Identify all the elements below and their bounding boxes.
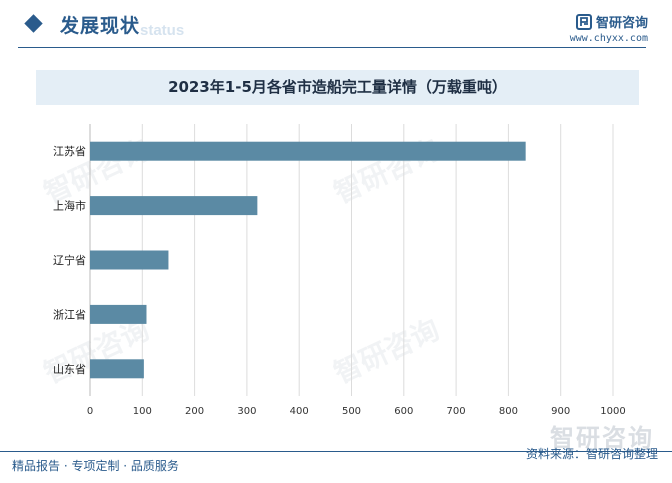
header-divider	[18, 47, 646, 48]
bar	[90, 359, 144, 379]
footer-slogan: 精品报告 · 专项定制 · 品质服务	[12, 459, 179, 473]
watermark-logo: 智研咨询	[550, 424, 654, 452]
footer-divider	[0, 451, 672, 452]
section-subtitle: status	[140, 22, 185, 39]
brand-logo-icon	[575, 13, 592, 30]
chart-title: 2023年1-5月各省市造船完工量详情（万载重吨）	[36, 70, 639, 105]
y-tick-label: 江苏省	[53, 145, 86, 158]
y-tick-label: 山东省	[53, 363, 86, 376]
bar	[90, 250, 169, 270]
x-tick-label: 300	[237, 406, 256, 417]
x-tick-label: 400	[290, 406, 309, 417]
brand-url[interactable]: www.chyxx.com	[569, 33, 648, 44]
brand[interactable]: 智研咨询 www.chyxx.com	[570, 12, 648, 44]
diamond-icon	[24, 14, 43, 33]
y-tick-label: 上海市	[53, 199, 86, 213]
bar-chart: 0 100 200 300 400 500 600 700 800 900 1000 江苏省上海市辽宁…	[53, 124, 626, 417]
x-tick-label: 500	[342, 406, 361, 417]
bar	[90, 141, 526, 161]
x-tick-label: 700	[447, 406, 466, 417]
x-tick-label: 600	[394, 406, 413, 417]
bar	[90, 196, 258, 216]
bar	[90, 304, 147, 324]
section-title: 发展现状	[60, 15, 141, 37]
x-tick-label: 800	[499, 406, 518, 417]
x-tick-label: 900	[551, 406, 570, 417]
x-tick-label: 200	[185, 406, 204, 417]
x-tick-label: 0	[87, 406, 93, 417]
y-tick-label: 浙江省	[53, 308, 86, 321]
x-tick-label: 1000	[600, 406, 625, 417]
source-note: 资料来源：智研咨询整理	[525, 447, 658, 461]
y-tick-label: 辽宁省	[53, 253, 86, 267]
header: 发展现状 status 智研咨询 www.chyxx.com	[0, 0, 672, 56]
x-tick-label: 100	[133, 406, 152, 417]
brand-name: 智研咨询	[595, 16, 648, 31]
